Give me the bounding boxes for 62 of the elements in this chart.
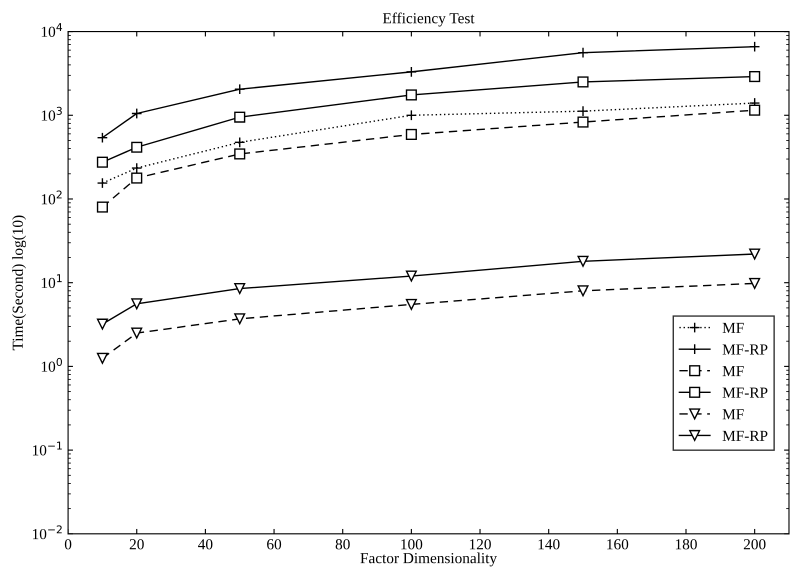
point	[96, 318, 108, 330]
point	[749, 104, 760, 116]
y-tick-label: 10$^{1}$	[42, 274, 62, 288]
point	[577, 76, 589, 88]
x-tick-label: 80	[336, 539, 350, 550]
legend-label: MF	[722, 366, 744, 376]
point	[234, 148, 246, 160]
point	[234, 136, 246, 148]
legend-label: MF-RP	[722, 388, 768, 398]
point	[131, 328, 142, 339]
point	[131, 142, 142, 153]
point	[406, 298, 417, 310]
y-tick-label: 10$^{0}$	[42, 358, 62, 372]
point	[96, 178, 108, 189]
x-tick-label: 200	[744, 539, 766, 550]
point	[96, 156, 108, 168]
point	[96, 132, 108, 144]
point	[234, 112, 246, 123]
point	[406, 128, 417, 140]
point	[749, 41, 760, 52]
y-tick-label: 10$^{3}$	[42, 106, 62, 121]
chart-title: Efficiency Test	[382, 12, 475, 27]
point	[749, 278, 760, 289]
x-tick-label: 140	[538, 539, 560, 550]
legend-label: MF	[722, 322, 744, 333]
point	[406, 110, 417, 121]
x-tick-label: 0	[64, 539, 72, 550]
point	[406, 270, 417, 282]
legend-label: MF-RP	[722, 344, 768, 354]
legend-label: MF	[722, 409, 744, 420]
y-axis-title: Time(Second) log(10)	[12, 216, 26, 350]
x-tick-label: 180	[676, 539, 697, 550]
point	[577, 285, 589, 296]
y-tick-label: 10$^{2}$	[42, 190, 62, 204]
point	[96, 352, 108, 364]
point	[406, 66, 417, 78]
point	[749, 248, 760, 260]
point	[131, 298, 142, 310]
x-tick-label: 60	[267, 539, 282, 550]
x-tick-label: 120	[470, 539, 491, 550]
x-tick-label: 160	[607, 539, 628, 550]
point	[577, 116, 589, 128]
y-tick-label: 10$^{−1}$	[32, 442, 62, 456]
point	[406, 89, 417, 100]
x-tick-label: 100	[401, 539, 422, 550]
point	[577, 106, 589, 117]
point	[749, 71, 760, 82]
point	[577, 256, 589, 267]
point	[234, 283, 246, 294]
y-tick-label: 10$^{−2}$	[32, 525, 62, 540]
point	[234, 84, 246, 95]
y-tick-label: 10$^{4}$	[42, 23, 62, 37]
legend-label: MF-RP	[722, 430, 768, 441]
point	[131, 108, 142, 120]
x-tick-label: 40	[198, 539, 212, 550]
x-tick-label: 20	[130, 539, 144, 550]
point	[131, 162, 142, 174]
point	[96, 202, 108, 213]
point	[577, 47, 589, 58]
point	[234, 313, 246, 324]
point	[131, 172, 142, 184]
x-axis-title: Factor Dimensionality	[360, 552, 497, 566]
